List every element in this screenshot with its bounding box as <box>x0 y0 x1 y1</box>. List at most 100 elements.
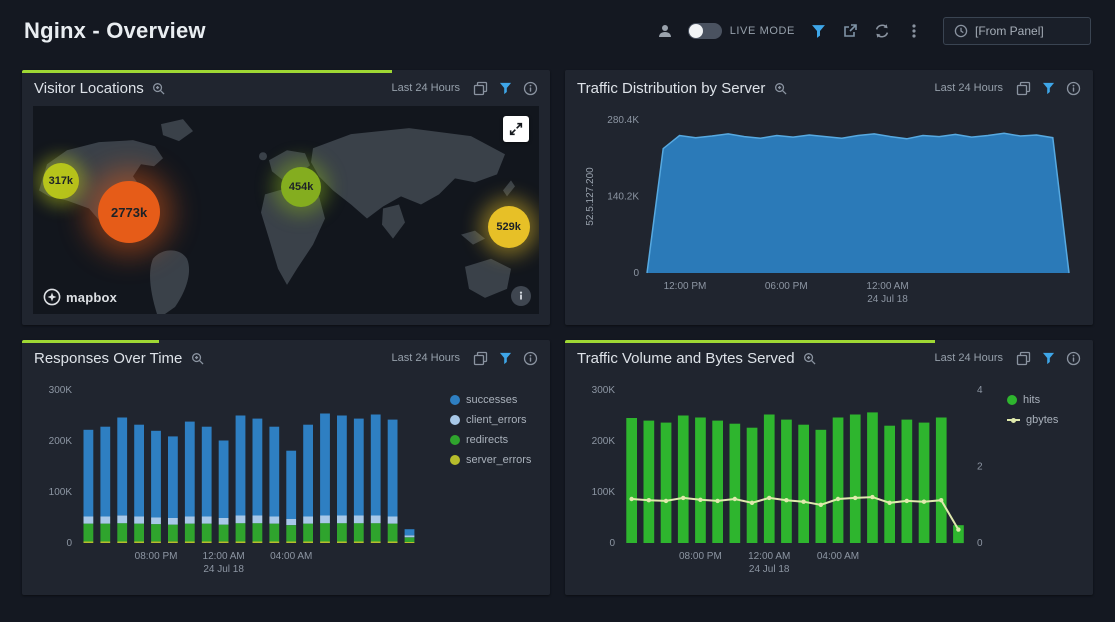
svg-text:06:00 PM: 06:00 PM <box>765 281 808 292</box>
legend-label: redirects <box>466 434 509 446</box>
svg-text:2: 2 <box>977 462 983 473</box>
legend-item-server_errors[interactable]: server_errors <box>450 454 531 466</box>
svg-text:100K: 100K <box>49 487 73 498</box>
dashboard-grid: Visitor Locations Last 24 Hours <box>0 62 1115 595</box>
chart-legend: successes client_errors redirects server_er… <box>424 376 531 581</box>
legend-label: successes <box>466 394 518 406</box>
panel-visitor-locations: Visitor Locations Last 24 Hours <box>22 70 550 325</box>
legend-dot-marker <box>450 455 460 465</box>
svg-text:12:00 AM: 12:00 AM <box>866 281 908 292</box>
panel-title: Traffic Volume and Bytes Served <box>577 349 795 367</box>
svg-text:200K: 200K <box>49 436 73 447</box>
panel-filter-icon[interactable] <box>497 80 513 96</box>
mapbox-logo[interactable]: mapbox <box>43 288 117 306</box>
svg-text:300K: 300K <box>592 385 616 396</box>
panel-filter-icon[interactable] <box>497 350 513 366</box>
svg-text:0: 0 <box>633 268 639 279</box>
panel-loading-bar <box>22 340 160 343</box>
legend-dot-marker <box>450 435 460 445</box>
refresh-icon[interactable] <box>873 22 891 40</box>
svg-text:0: 0 <box>66 538 72 549</box>
legend-dot-marker <box>450 395 460 405</box>
clock-icon <box>954 24 968 38</box>
time-range-label: Last 24 Hours <box>934 82 1003 94</box>
share-icon[interactable] <box>841 22 859 40</box>
map-bubble-529k[interactable]: 529k <box>487 205 530 248</box>
copy-panel-icon[interactable] <box>472 350 488 366</box>
panel-info-icon[interactable] <box>522 80 538 96</box>
user-icon[interactable] <box>656 22 674 40</box>
kebab-menu-icon[interactable] <box>905 22 923 40</box>
svg-text:24 Jul 18: 24 Jul 18 <box>867 294 908 305</box>
panel-info-icon[interactable] <box>1065 80 1081 96</box>
svg-text:280.4K: 280.4K <box>607 115 639 126</box>
svg-text:24 Jul 18: 24 Jul 18 <box>203 564 244 575</box>
legend-item-gbytes[interactable]: gbytes <box>1007 414 1058 426</box>
map-bubble-2773k[interactable]: 2773k <box>98 181 161 244</box>
time-range-value: [From Panel] <box>975 24 1044 38</box>
map-bubble-454k[interactable]: 454k <box>281 167 322 208</box>
world-map[interactable]: 317k 2773k 454k 529k mapbox <box>33 106 539 314</box>
map-bubble-317k[interactable]: 317k <box>42 162 79 199</box>
time-range-label: Last 24 Hours <box>391 352 460 364</box>
live-mode-control: LIVE MODE <box>687 23 795 39</box>
legend-item-successes[interactable]: successes <box>450 394 531 406</box>
traffic-volume-chart[interactable]: 0 100K 200K 300K 0 2 4 08:00 PM 12:00 AM 24 Jul 1… <box>577 376 997 581</box>
zoom-in-icon[interactable] <box>189 350 205 366</box>
panel-responses-over-time: Responses Over Time Last 24 Hours <box>22 340 550 595</box>
chart-legend: hits gbytes <box>997 376 1058 581</box>
svg-text:52.5.127.200: 52.5.127.200 <box>585 167 596 226</box>
svg-text:24 Jul 18: 24 Jul 18 <box>749 564 790 575</box>
svg-text:12:00 AM: 12:00 AM <box>203 551 245 562</box>
panel-filter-icon[interactable] <box>1040 350 1056 366</box>
panel-traffic-volume: Traffic Volume and Bytes Served Last 24 … <box>565 340 1093 595</box>
chart-body: 0 100K 200K 300K 0 2 4 08:00 PM 12:00 AM 24 Jul 1… <box>565 376 1093 581</box>
mapbox-label: mapbox <box>66 289 118 305</box>
panel-loading-bar <box>22 70 392 73</box>
panel-loading-bar <box>565 340 935 343</box>
panel-info-icon[interactable] <box>522 350 538 366</box>
zoom-in-icon[interactable] <box>772 80 788 96</box>
world-map-landmasses <box>39 119 515 314</box>
panel-title: Traffic Distribution by Server <box>577 79 766 97</box>
panel-info-icon[interactable] <box>1065 350 1081 366</box>
map-attribution-icon[interactable] <box>511 286 531 306</box>
svg-text:200K: 200K <box>592 436 616 447</box>
legend-line-marker <box>1007 417 1020 423</box>
svg-text:04:00 AM: 04:00 AM <box>270 551 312 562</box>
filter-icon[interactable] <box>809 22 827 40</box>
traffic-distribution-chart[interactable]: 0 140.2K 280.4K 12:00 PM 06:00 PM 12:00 AM 24 … <box>577 106 1081 311</box>
panel-header: Traffic Volume and Bytes Served Last 24 … <box>565 340 1093 376</box>
live-mode-label: LIVE MODE <box>729 25 795 37</box>
copy-panel-icon[interactable] <box>1015 80 1031 96</box>
svg-text:4: 4 <box>977 385 983 396</box>
svg-text:140.2K: 140.2K <box>607 192 639 203</box>
zoom-in-icon[interactable] <box>802 350 818 366</box>
legend-dot-marker <box>1007 395 1017 405</box>
time-range-label: Last 24 Hours <box>934 352 1003 364</box>
panel-header: Visitor Locations Last 24 Hours <box>22 70 550 106</box>
copy-panel-icon[interactable] <box>1015 350 1031 366</box>
panel-filter-icon[interactable] <box>1040 80 1056 96</box>
zoom-in-icon[interactable] <box>151 80 167 96</box>
live-mode-toggle[interactable] <box>687 23 722 39</box>
svg-text:12:00 AM: 12:00 AM <box>748 551 790 562</box>
fullscreen-expand-icon[interactable] <box>503 116 529 142</box>
copy-panel-icon[interactable] <box>472 80 488 96</box>
svg-text:300K: 300K <box>49 385 73 396</box>
panel-header: Traffic Distribution by Server Last 24 H… <box>565 70 1093 106</box>
header-actions: LIVE MODE [From Panel] <box>656 17 1091 45</box>
toggle-knob <box>688 24 703 38</box>
svg-text:08:00 PM: 08:00 PM <box>679 551 722 562</box>
time-range-label: Last 24 Hours <box>391 82 460 94</box>
page-title: Nginx - Overview <box>24 18 206 43</box>
responses-over-time-chart[interactable]: 0 100K 200K 300K 08:00 PM 12:00 AM 24 Jul 18 04… <box>34 376 424 581</box>
svg-text:12:00 PM: 12:00 PM <box>664 281 707 292</box>
legend-item-client_errors[interactable]: client_errors <box>450 414 531 426</box>
time-range-input[interactable]: [From Panel] <box>943 17 1091 45</box>
svg-text:0: 0 <box>977 538 983 549</box>
legend-item-hits[interactable]: hits <box>1007 394 1058 406</box>
legend-label: gbytes <box>1026 414 1059 426</box>
svg-text:0: 0 <box>609 538 615 549</box>
legend-item-redirects[interactable]: redirects <box>450 434 531 446</box>
